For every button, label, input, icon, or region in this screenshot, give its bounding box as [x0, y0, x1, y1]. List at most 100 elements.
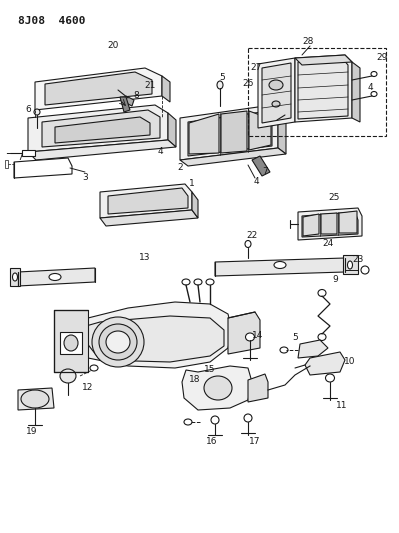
Polygon shape — [321, 213, 337, 234]
Polygon shape — [54, 310, 88, 372]
Polygon shape — [248, 374, 268, 402]
Text: 8: 8 — [133, 92, 139, 101]
Polygon shape — [295, 55, 352, 65]
Polygon shape — [352, 62, 360, 122]
Text: 27: 27 — [250, 63, 262, 72]
Polygon shape — [45, 72, 152, 105]
Ellipse shape — [194, 279, 202, 285]
Ellipse shape — [106, 331, 130, 353]
Polygon shape — [221, 111, 247, 153]
Polygon shape — [305, 352, 345, 375]
Ellipse shape — [99, 324, 137, 360]
Polygon shape — [168, 113, 176, 147]
Polygon shape — [22, 150, 35, 156]
Polygon shape — [86, 316, 224, 362]
Text: 4: 4 — [253, 177, 259, 187]
Text: 5: 5 — [219, 74, 225, 83]
Polygon shape — [18, 268, 95, 286]
Polygon shape — [302, 212, 358, 237]
Polygon shape — [298, 58, 348, 119]
Polygon shape — [5, 160, 8, 168]
Text: 17: 17 — [249, 438, 261, 447]
Text: 22: 22 — [246, 231, 258, 240]
Ellipse shape — [206, 279, 214, 285]
Text: 14: 14 — [252, 332, 264, 341]
Text: 11: 11 — [336, 400, 348, 409]
Polygon shape — [10, 268, 20, 286]
Polygon shape — [252, 156, 270, 176]
Ellipse shape — [272, 101, 280, 107]
Text: 9: 9 — [332, 276, 338, 285]
Text: 7: 7 — [17, 154, 23, 163]
Text: 12: 12 — [82, 384, 94, 392]
Ellipse shape — [371, 92, 377, 96]
Text: 23: 23 — [352, 255, 363, 264]
Ellipse shape — [274, 262, 286, 269]
Polygon shape — [100, 184, 192, 218]
Ellipse shape — [285, 110, 291, 116]
Ellipse shape — [64, 335, 78, 351]
Polygon shape — [182, 366, 252, 410]
Polygon shape — [60, 332, 82, 354]
Text: 29: 29 — [376, 53, 388, 62]
Text: 2: 2 — [177, 164, 183, 173]
Polygon shape — [180, 106, 278, 160]
Ellipse shape — [21, 390, 49, 408]
Ellipse shape — [348, 261, 352, 269]
Polygon shape — [28, 105, 168, 152]
Ellipse shape — [308, 360, 316, 367]
Text: 28: 28 — [302, 37, 314, 46]
Ellipse shape — [318, 289, 326, 296]
Ellipse shape — [217, 81, 223, 89]
Bar — [248, 48, 386, 136]
Polygon shape — [124, 96, 134, 106]
Polygon shape — [120, 97, 130, 112]
Ellipse shape — [211, 416, 219, 424]
Text: 15: 15 — [204, 366, 216, 375]
Polygon shape — [295, 55, 352, 122]
Text: 21: 21 — [144, 82, 156, 91]
Polygon shape — [28, 140, 176, 160]
Text: 19: 19 — [26, 427, 38, 437]
Polygon shape — [162, 76, 170, 102]
Ellipse shape — [204, 376, 232, 400]
Ellipse shape — [34, 109, 40, 115]
Polygon shape — [42, 110, 160, 147]
Text: 18: 18 — [189, 376, 201, 384]
Ellipse shape — [245, 333, 255, 341]
Ellipse shape — [318, 334, 326, 341]
Polygon shape — [249, 111, 271, 150]
Ellipse shape — [184, 419, 192, 425]
Text: 20: 20 — [107, 42, 119, 51]
Polygon shape — [35, 68, 162, 110]
Polygon shape — [76, 302, 232, 368]
Ellipse shape — [361, 266, 369, 274]
Text: 3: 3 — [82, 174, 88, 182]
Ellipse shape — [269, 80, 283, 90]
Polygon shape — [343, 255, 358, 274]
Text: 10: 10 — [344, 358, 356, 367]
Polygon shape — [192, 192, 198, 218]
Text: 8J08  4600: 8J08 4600 — [18, 16, 85, 26]
Polygon shape — [228, 312, 260, 354]
Text: 6: 6 — [25, 106, 31, 115]
Ellipse shape — [90, 365, 98, 371]
Polygon shape — [188, 112, 272, 156]
Polygon shape — [180, 148, 286, 166]
Polygon shape — [215, 258, 345, 276]
Polygon shape — [14, 158, 72, 178]
Polygon shape — [303, 214, 319, 236]
Polygon shape — [189, 114, 219, 154]
Ellipse shape — [92, 317, 144, 367]
Ellipse shape — [280, 347, 288, 353]
Polygon shape — [278, 114, 286, 154]
Ellipse shape — [371, 71, 377, 77]
Text: 13: 13 — [139, 254, 151, 262]
Text: 4: 4 — [367, 84, 373, 93]
Ellipse shape — [182, 279, 190, 285]
Text: 16: 16 — [206, 438, 218, 447]
Text: 5: 5 — [292, 334, 298, 343]
Polygon shape — [339, 211, 357, 233]
Text: 7: 7 — [262, 167, 268, 176]
Polygon shape — [262, 63, 291, 123]
